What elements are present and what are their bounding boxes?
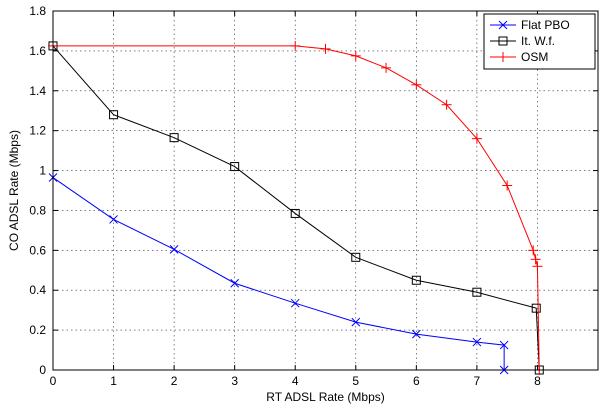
x-tick-label: 1 [110, 374, 117, 388]
x-tick-label: 6 [413, 374, 420, 388]
data-point-flat-pbo [411, 329, 421, 339]
data-point-osm [441, 99, 452, 110]
series-layer [48, 40, 545, 375]
x-tick-label: 7 [474, 374, 481, 388]
data-point-it-w-f [169, 133, 179, 143]
data-point-flat-pbo [351, 317, 361, 327]
series-line-flat-pbo [52, 177, 505, 370]
data-point-it-w-f [531, 303, 541, 313]
data-point-flat-pbo [109, 215, 118, 224]
data-point-osm [290, 40, 301, 51]
data-point-osm [471, 133, 482, 144]
data-point-it-w-f [109, 110, 119, 120]
data-point-flat-pbo [499, 340, 509, 350]
grid-lines [53, 11, 598, 370]
y-tick-label: 0.8 [29, 203, 46, 217]
y-tick-label: 1.6 [29, 44, 46, 58]
legend-label: It. W.f. [521, 34, 555, 48]
x-tick-label: 0 [50, 374, 57, 388]
legend-entry-flat-pbo: Flat PBO [490, 18, 570, 32]
data-point-osm [532, 261, 543, 272]
series-line-it-w-f [52, 45, 540, 371]
legend-label: Flat PBO [521, 18, 570, 32]
y-tick-label: 1.4 [29, 84, 46, 98]
data-point-flat-pbo [472, 337, 482, 347]
data-point-flat-pbo [169, 244, 179, 254]
series-flat-pbo [48, 173, 509, 375]
data-point-osm [350, 50, 361, 61]
data-point-osm [530, 254, 541, 265]
data-point-it-w-f [351, 252, 361, 262]
x-tick-label: 3 [231, 374, 238, 388]
data-point-osm [411, 79, 422, 90]
y-tick-label: 1.2 [29, 124, 46, 138]
legend-marker [498, 52, 508, 62]
data-point-flat-pbo [290, 298, 300, 308]
x-tick-label: 5 [352, 374, 359, 388]
data-point-osm [502, 180, 513, 191]
data-point-it-w-f [230, 162, 240, 172]
legend-label: OSM [521, 50, 548, 64]
y-tick-label: 0.6 [29, 243, 46, 257]
legend-entry-it-w-f: It. W.f. [490, 34, 555, 48]
data-point-flat-pbo [230, 278, 240, 288]
data-point-osm [528, 245, 539, 256]
y-tick-label: 1 [39, 164, 46, 178]
data-point-osm [320, 43, 331, 54]
legend: Flat PBO It. W.f. OSM [483, 13, 596, 70]
data-point-it-w-f [472, 287, 482, 297]
plot-frame [52, 10, 599, 371]
y-tick-label: 0.2 [29, 323, 46, 337]
data-point-osm [381, 62, 392, 73]
y-axis-title: CO ADSL Rate (Mbps) [7, 130, 21, 251]
legend-marker [498, 20, 508, 30]
data-point-it-w-f [290, 208, 300, 218]
y-tick-label: 0 [39, 363, 46, 377]
x-tick-label: 8 [534, 374, 541, 388]
x-tick-label: 4 [292, 374, 299, 388]
legend-entry-osm: OSM [490, 50, 548, 64]
axis-ticks: 0 1 2 3 4 5 6 7 8 0 0.2 0.4 0.6 0.8 1 1.2 1.4 1.6 1.8 [29, 4, 598, 388]
x-tick-label: 2 [171, 374, 178, 388]
data-point-it-w-f [411, 275, 421, 285]
x-axis-title: RT ADSL Rate (Mbps) [266, 390, 385, 404]
y-tick-label: 0.4 [29, 283, 46, 297]
legend-marker [498, 36, 508, 46]
y-tick-label: 1.8 [29, 4, 46, 18]
